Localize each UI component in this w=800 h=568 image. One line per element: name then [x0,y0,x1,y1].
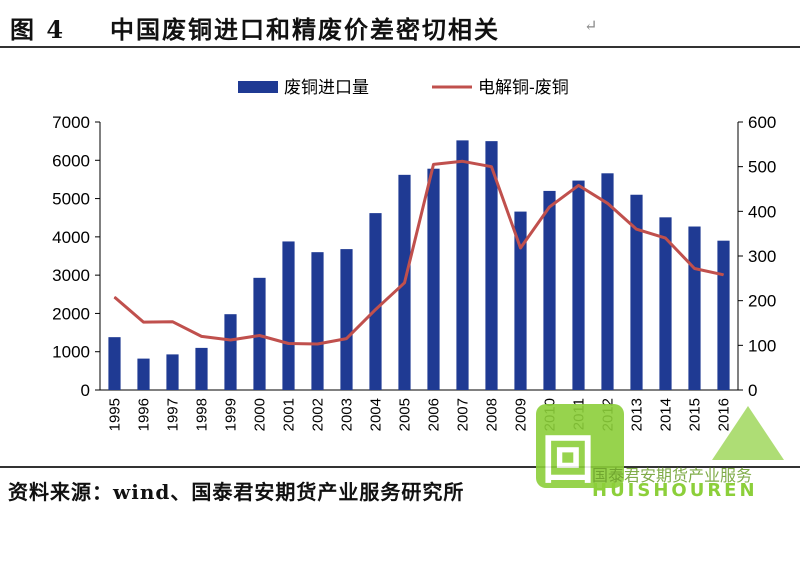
right-tick-label: 500 [748,158,776,177]
right-tick-label: 400 [748,202,776,221]
bar [195,347,208,390]
x-tick-label: 2002 [310,398,327,431]
line-point [694,268,695,270]
line-point [520,247,521,249]
x-tick-label: 1999 [223,398,240,431]
bar [137,358,150,390]
line-path [113,159,724,346]
x-tick-label: 2000 [252,398,269,431]
bar [166,354,179,390]
line-point [114,296,115,298]
line-point [317,343,318,345]
x-tick-label: 1998 [194,398,211,431]
left-tick-label: 5000 [52,190,90,209]
bar [717,240,730,390]
line-point [201,335,202,337]
bar-series [108,140,730,390]
right-tick-label: 600 [748,113,776,132]
line-point [346,338,347,340]
line-point [607,202,608,204]
left-tick-label: 0 [81,381,90,400]
line-point [230,339,231,341]
line-point [462,160,463,162]
left-tick-label: 6000 [52,151,90,170]
watermark-subtext: 国泰君安期货产业服务 [592,466,753,485]
left-tick-label: 1000 [52,343,90,362]
left-tick-label: 3000 [52,266,90,285]
x-tick-label: 2007 [455,398,472,431]
right-tick-label: 0 [748,381,757,400]
x-tick-label: 2001 [281,398,298,431]
x-tick-label: 2008 [484,398,501,431]
bar [253,277,266,390]
bar [572,180,585,390]
x-tick-label: 1997 [165,398,182,431]
line-point [723,274,724,276]
left-tick-label: 7000 [52,113,90,132]
x-tick-label: 2009 [513,398,530,431]
right-tick-label: 100 [748,336,776,355]
x-tick-label: 2005 [397,398,414,431]
watermark-triangle-icon [712,406,784,460]
bar [311,252,324,390]
bar [601,173,614,390]
x-tick-label: 2004 [368,398,385,431]
line-point [172,321,173,323]
x-tick-label: 2006 [426,398,443,431]
right-tick-label: 300 [748,247,776,266]
watermark-brand: HUISHOUREN [592,480,758,501]
watermark: 回收 国泰君安期货产业服务 HUISHOUREN [536,400,786,566]
bar [688,226,701,390]
bar [456,140,469,390]
chart-legend: 废铜进口量 电解铜-废铜 [238,78,569,98]
figure-title: 中国废铜进口和精废价差密切相关 [110,15,500,44]
bar [630,194,643,390]
legend-line-label: 电解铜-废铜 [478,78,569,98]
line-series [113,159,724,346]
paragraph-mark-icon: ↵ [584,16,598,35]
figure-title-bar: 图 4 中国废铜进口和精废价差密切相关 ↵ [0,0,800,48]
line-point [404,282,405,284]
legend-bar-label: 废铜进口量 [284,78,369,98]
bar [514,211,527,390]
line-point [143,321,144,323]
bar [369,213,382,390]
line-point [375,309,376,311]
line-point [578,184,579,186]
bar [224,314,237,390]
bar [282,241,295,390]
left-tick-label: 4000 [52,228,90,247]
line-point [491,166,492,168]
source-text: 资料来源：wind、国泰君安期货产业服务研究所 [8,480,465,504]
x-tick-label: 1995 [107,398,124,431]
line-point [636,228,637,230]
x-tick-label: 1996 [136,398,153,431]
bar [543,190,556,390]
figure-label: 图 4 [10,15,66,44]
chart-axes: 0 1000 2000 3000 4000 5000 6000 7000 0 100 200 300 4… [52,113,776,400]
bar [485,141,498,390]
line-point [288,343,289,345]
line-point [259,335,260,337]
x-tick-label: 2014 [658,398,675,431]
bar [108,337,121,390]
bar [427,168,440,390]
x-tick-label: 2003 [339,398,356,431]
x-tick-label: 2015 [687,398,704,431]
line-point [549,206,550,208]
right-tick-label: 200 [748,292,776,311]
left-tick-label: 2000 [52,304,90,323]
line-point [433,163,434,165]
bar [340,249,353,390]
bar [659,217,672,390]
x-tick-label: 2013 [629,398,646,431]
line-point [665,237,666,239]
legend-bar-swatch [238,81,278,93]
